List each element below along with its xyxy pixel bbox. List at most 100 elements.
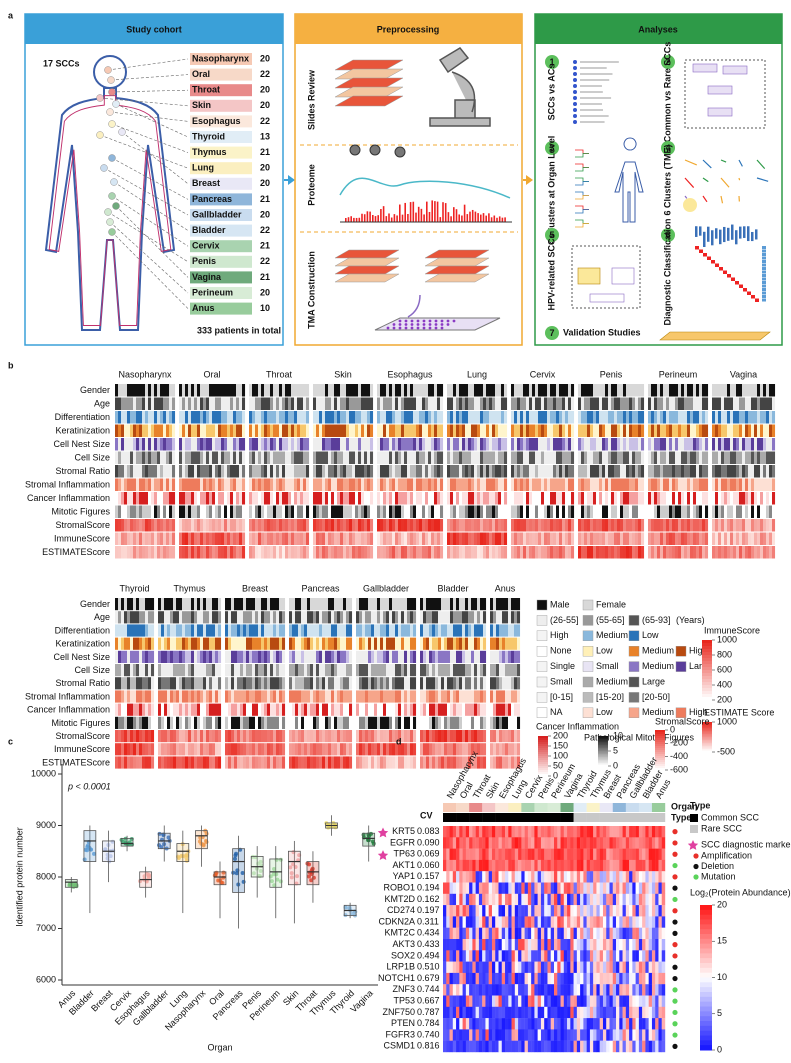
heatmap-cell xyxy=(571,465,575,478)
heatmap-cell xyxy=(151,465,155,478)
heatmap-cell xyxy=(505,677,509,690)
heatmap-cell xyxy=(581,384,585,397)
heatmap-cell xyxy=(699,451,703,464)
heatmap-cell xyxy=(690,384,694,397)
mini-col xyxy=(762,277,766,281)
heatmap-cell xyxy=(498,424,502,437)
heatmap-cell xyxy=(212,650,216,663)
heatmap-cell xyxy=(163,411,167,424)
heatmap-cell xyxy=(702,532,706,545)
heatmap-cell xyxy=(465,703,469,716)
heatmap-cell xyxy=(535,519,539,532)
heatmap-cell xyxy=(337,438,341,451)
heatmap-cell xyxy=(136,690,140,703)
heatmap-cell xyxy=(359,624,363,637)
heatmap-cell xyxy=(477,611,481,624)
heatmap-cell xyxy=(605,411,609,424)
organ-count: 20 xyxy=(260,178,270,188)
heatmap-cell xyxy=(264,637,268,650)
heatmap-cell xyxy=(121,716,125,729)
heatmap-cell xyxy=(553,397,557,410)
heatmap-cell xyxy=(514,505,518,518)
heatmap-cell xyxy=(316,492,320,505)
scale-step xyxy=(655,754,665,757)
heatmap-cell xyxy=(718,546,722,559)
heatmap-cell xyxy=(194,411,198,424)
heatmap-cell xyxy=(261,397,265,410)
heatmap-cell xyxy=(520,451,524,464)
heatmap-cell xyxy=(362,716,366,729)
heatmap-cell xyxy=(130,690,134,703)
heatmap-cell xyxy=(490,690,494,703)
heatmap-cell xyxy=(486,451,490,464)
heatmap-cell xyxy=(757,546,761,559)
heatmap-cell xyxy=(687,411,691,424)
spec-bar xyxy=(393,214,396,222)
scale-step xyxy=(655,732,665,735)
heatmap-cell xyxy=(739,411,743,424)
heatmap-cell xyxy=(294,532,298,545)
heatmap-cell xyxy=(322,743,326,756)
heatmap-cell xyxy=(715,438,719,451)
heatmap-cell xyxy=(148,492,152,505)
heatmap-cell xyxy=(389,677,393,690)
heatmap-cell xyxy=(511,478,515,491)
heatmap-cell xyxy=(340,465,344,478)
heatmap-cell xyxy=(243,598,247,611)
heatmap-cell xyxy=(151,756,155,769)
heatmap-cell xyxy=(172,532,176,545)
heatmap-cell xyxy=(581,438,585,451)
heatmap-cell xyxy=(233,465,237,478)
scale-step xyxy=(598,758,608,761)
heatmap-cell xyxy=(349,505,353,518)
scale-step xyxy=(702,682,712,686)
heatmap-cell xyxy=(413,478,417,491)
heatmap-cell xyxy=(501,546,505,559)
heatmap-cell xyxy=(197,397,201,410)
heatmap-cell xyxy=(423,677,427,690)
heatmap-cell xyxy=(480,703,484,716)
heatmap-cell xyxy=(185,756,189,769)
heatmap-cell xyxy=(693,438,697,451)
heatmap-cell xyxy=(514,519,518,532)
heatmap-cell xyxy=(127,611,131,624)
heatmap-cell xyxy=(230,478,234,491)
heatmap-cell xyxy=(303,397,307,410)
heatmap-cell xyxy=(760,519,764,532)
heatmap-cell xyxy=(437,519,441,532)
heatmap-cell xyxy=(431,532,435,545)
heatmap-cell xyxy=(264,703,268,716)
mini-circle xyxy=(683,198,697,212)
heatmap-cell xyxy=(203,650,207,663)
mini-diag xyxy=(747,291,751,295)
heatmap-cell xyxy=(483,478,487,491)
organ-box xyxy=(190,240,252,253)
heatmap-cell xyxy=(468,637,472,650)
heatmap-cell xyxy=(468,397,472,410)
row-label: ImmuneScore xyxy=(54,534,110,544)
heatmap-cell xyxy=(197,532,201,545)
heatmap-cell xyxy=(377,384,381,397)
heatmap-cell xyxy=(486,478,490,491)
heatmap-cell xyxy=(200,438,204,451)
heatmap-cell xyxy=(547,519,551,532)
heatmap-cell xyxy=(346,465,350,478)
heatmap-cell xyxy=(538,451,542,464)
heatmap-cell xyxy=(462,703,466,716)
heatmap-cell xyxy=(179,397,183,410)
heatmap-cell xyxy=(629,532,633,545)
heatmap-cell xyxy=(291,438,295,451)
heatmap-cell xyxy=(239,519,243,532)
heatmap-cell xyxy=(508,664,512,677)
heatmap-cell xyxy=(614,438,618,451)
tma-core xyxy=(404,323,408,326)
heatmap-cell xyxy=(310,716,314,729)
heatmap-cell xyxy=(419,546,423,559)
heatmap-cell xyxy=(203,397,207,410)
heatmap-cell xyxy=(355,438,359,451)
heatmap-cell xyxy=(194,598,198,611)
heatmap-cell xyxy=(736,519,740,532)
heatmap-cell xyxy=(505,624,509,637)
heatmap-cell xyxy=(453,411,457,424)
heatmap-cell xyxy=(349,677,353,690)
